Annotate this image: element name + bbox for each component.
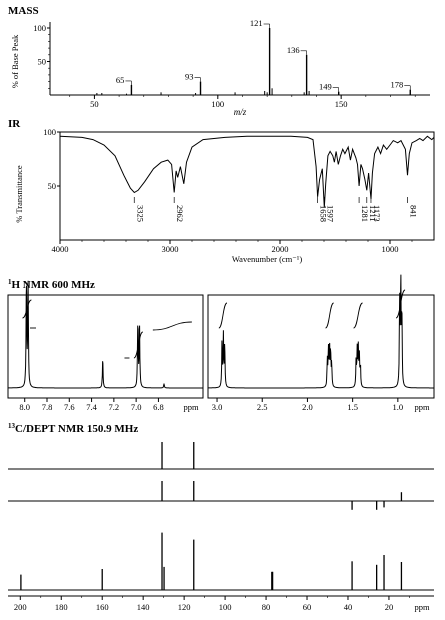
cnmr-title-text: C/DEPT NMR 150.9 MHz (15, 423, 138, 435)
cnmr-x-tick-label: 120 (178, 602, 191, 612)
hnmr-left-x-tick-label: 7.4 (86, 402, 97, 412)
mass-x-tick-label: 150 (335, 99, 348, 109)
ir-y-tick-label: 50 (48, 181, 57, 191)
mass-peak-label: 136 (287, 45, 300, 55)
ir-annotation-label: 3325 (135, 205, 145, 222)
ir-annotation-label: 841 (408, 205, 418, 218)
mass-peak-label: 65 (116, 75, 125, 85)
hnmr-right-trace (208, 274, 434, 389)
cnmr-x-tick-label: 200 (14, 602, 27, 612)
ir-y-tick-label: 100 (43, 127, 56, 137)
hnmr-right-x-axis-label: ppm (414, 402, 430, 412)
cnmr-section-title: 13C/DEPT NMR 150.9 MHz (8, 422, 138, 435)
cnmr-x-tick-label: 100 (219, 602, 232, 612)
hnmr-right-x-tick-label: 1.0 (393, 402, 404, 412)
ir-y-axis-label: % Transmittance (14, 165, 24, 223)
hnmr-left-x-tick-label: 7.2 (109, 402, 120, 412)
hnmr-left-trace (8, 280, 203, 389)
cnmr-x-tick-label: 40 (344, 602, 353, 612)
ir-section-title: IR (8, 118, 21, 130)
mass-spectrum-plot: 50 100 150 100 50 m/z % of Base Peak 65 93 121 136… (10, 18, 430, 117)
ir-annotation-label: 1597 (325, 205, 335, 222)
mass-x-tick-label: 100 (211, 99, 224, 109)
hnmr-left-x-tick-label: 7.6 (64, 402, 75, 412)
ir-spectrum-trace (59, 135, 435, 208)
cnmr-x-axis-label: ppm (414, 602, 430, 612)
mass-peak-label: 178 (391, 80, 404, 90)
mass-y-tick-label: 100 (33, 23, 46, 33)
mass-x-axis-label: m/z (234, 107, 247, 117)
hnmr-left-x-tick-label: 8.0 (19, 402, 30, 412)
mass-peak-label: 93 (185, 72, 194, 82)
hnmr-left-x-tick-label: 6.8 (153, 402, 164, 412)
cnmr-x-tick-label: 20 (385, 602, 394, 612)
cnmr-spectrum-plot: 200 180 160 140 120 100 80 60 40 20 ppm (8, 442, 434, 612)
ir-x-tick-label: 3000 (162, 244, 179, 254)
mass-peak-label: 121 (250, 18, 263, 28)
hnmr-integral-curve (22, 299, 32, 319)
hnmr-title-text: H NMR 600 MHz (12, 279, 96, 291)
hnmr-right-x-tick-label: 2.5 (257, 402, 268, 412)
ir-x-tick-label: 2000 (272, 244, 289, 254)
cnmr-x-tick-label: 80 (262, 602, 271, 612)
ir-spectrum-plot: 4000 3000 2000 1000 100 50 % Transmittance Wave… (14, 127, 435, 264)
ir-annotation-label: 1658 (319, 205, 329, 222)
mass-x-tick-label: 50 (90, 99, 99, 109)
hnmr-right-frame (207, 294, 435, 399)
hnmr-integral-curve (152, 321, 192, 331)
cnmr-superscript: 13 (8, 422, 16, 430)
mass-y-axis-label: % of Base Peak (10, 34, 20, 88)
cnmr-x-tick-label: 60 (303, 602, 312, 612)
mass-peak-label: 149 (319, 82, 332, 92)
cnmr-x-tick-label: 180 (55, 602, 68, 612)
hnmr-left-x-tick-label: 7.8 (42, 402, 53, 412)
ir-x-tick-label: 4000 (52, 244, 69, 254)
hnmr-superscript: 1 (8, 278, 12, 286)
ir-annotation-label: 1211 (368, 205, 378, 222)
ir-x-axis-label: Wavenumber (cm⁻¹) (232, 254, 302, 264)
hnmr-right-x-tick-label: 1.5 (347, 402, 358, 412)
ir-annotation-label: 1173 (372, 205, 382, 222)
ir-x-tick-label: 1000 (382, 244, 399, 254)
hnmr-integral-curve (395, 289, 406, 319)
hnmr-left-x-axis-label: ppm (183, 402, 199, 412)
mass-y-tick-label: 50 (38, 57, 47, 67)
cnmr-x-tick-label: 160 (96, 602, 109, 612)
ir-annotation-label: 1281 (360, 205, 370, 222)
ir-annotation-label: 2962 (175, 205, 185, 222)
mass-section-title: MASS (8, 5, 39, 17)
hnmr-right-x-tick-label: 2.0 (302, 402, 313, 412)
hnmr-section-title: 1H NMR 600 MHz (8, 278, 95, 291)
hnmr-integral-curve (133, 331, 144, 359)
hnmr-left-frame (7, 294, 204, 399)
hnmr-spectrum-plot: 8.0 7.8 7.6 7.4 7.2 7.0 6.8 ppm 3.0 2.5 2.0 1.5 1.0 p… (7, 274, 435, 412)
cnmr-x-tick-label: 140 (137, 602, 150, 612)
hnmr-integral-curve (325, 302, 335, 329)
hnmr-integral-curve (353, 302, 363, 329)
hnmr-integral-curve (218, 302, 228, 329)
hnmr-left-x-tick-label: 7.0 (131, 402, 142, 412)
hnmr-right-x-tick-label: 3.0 (212, 402, 223, 412)
